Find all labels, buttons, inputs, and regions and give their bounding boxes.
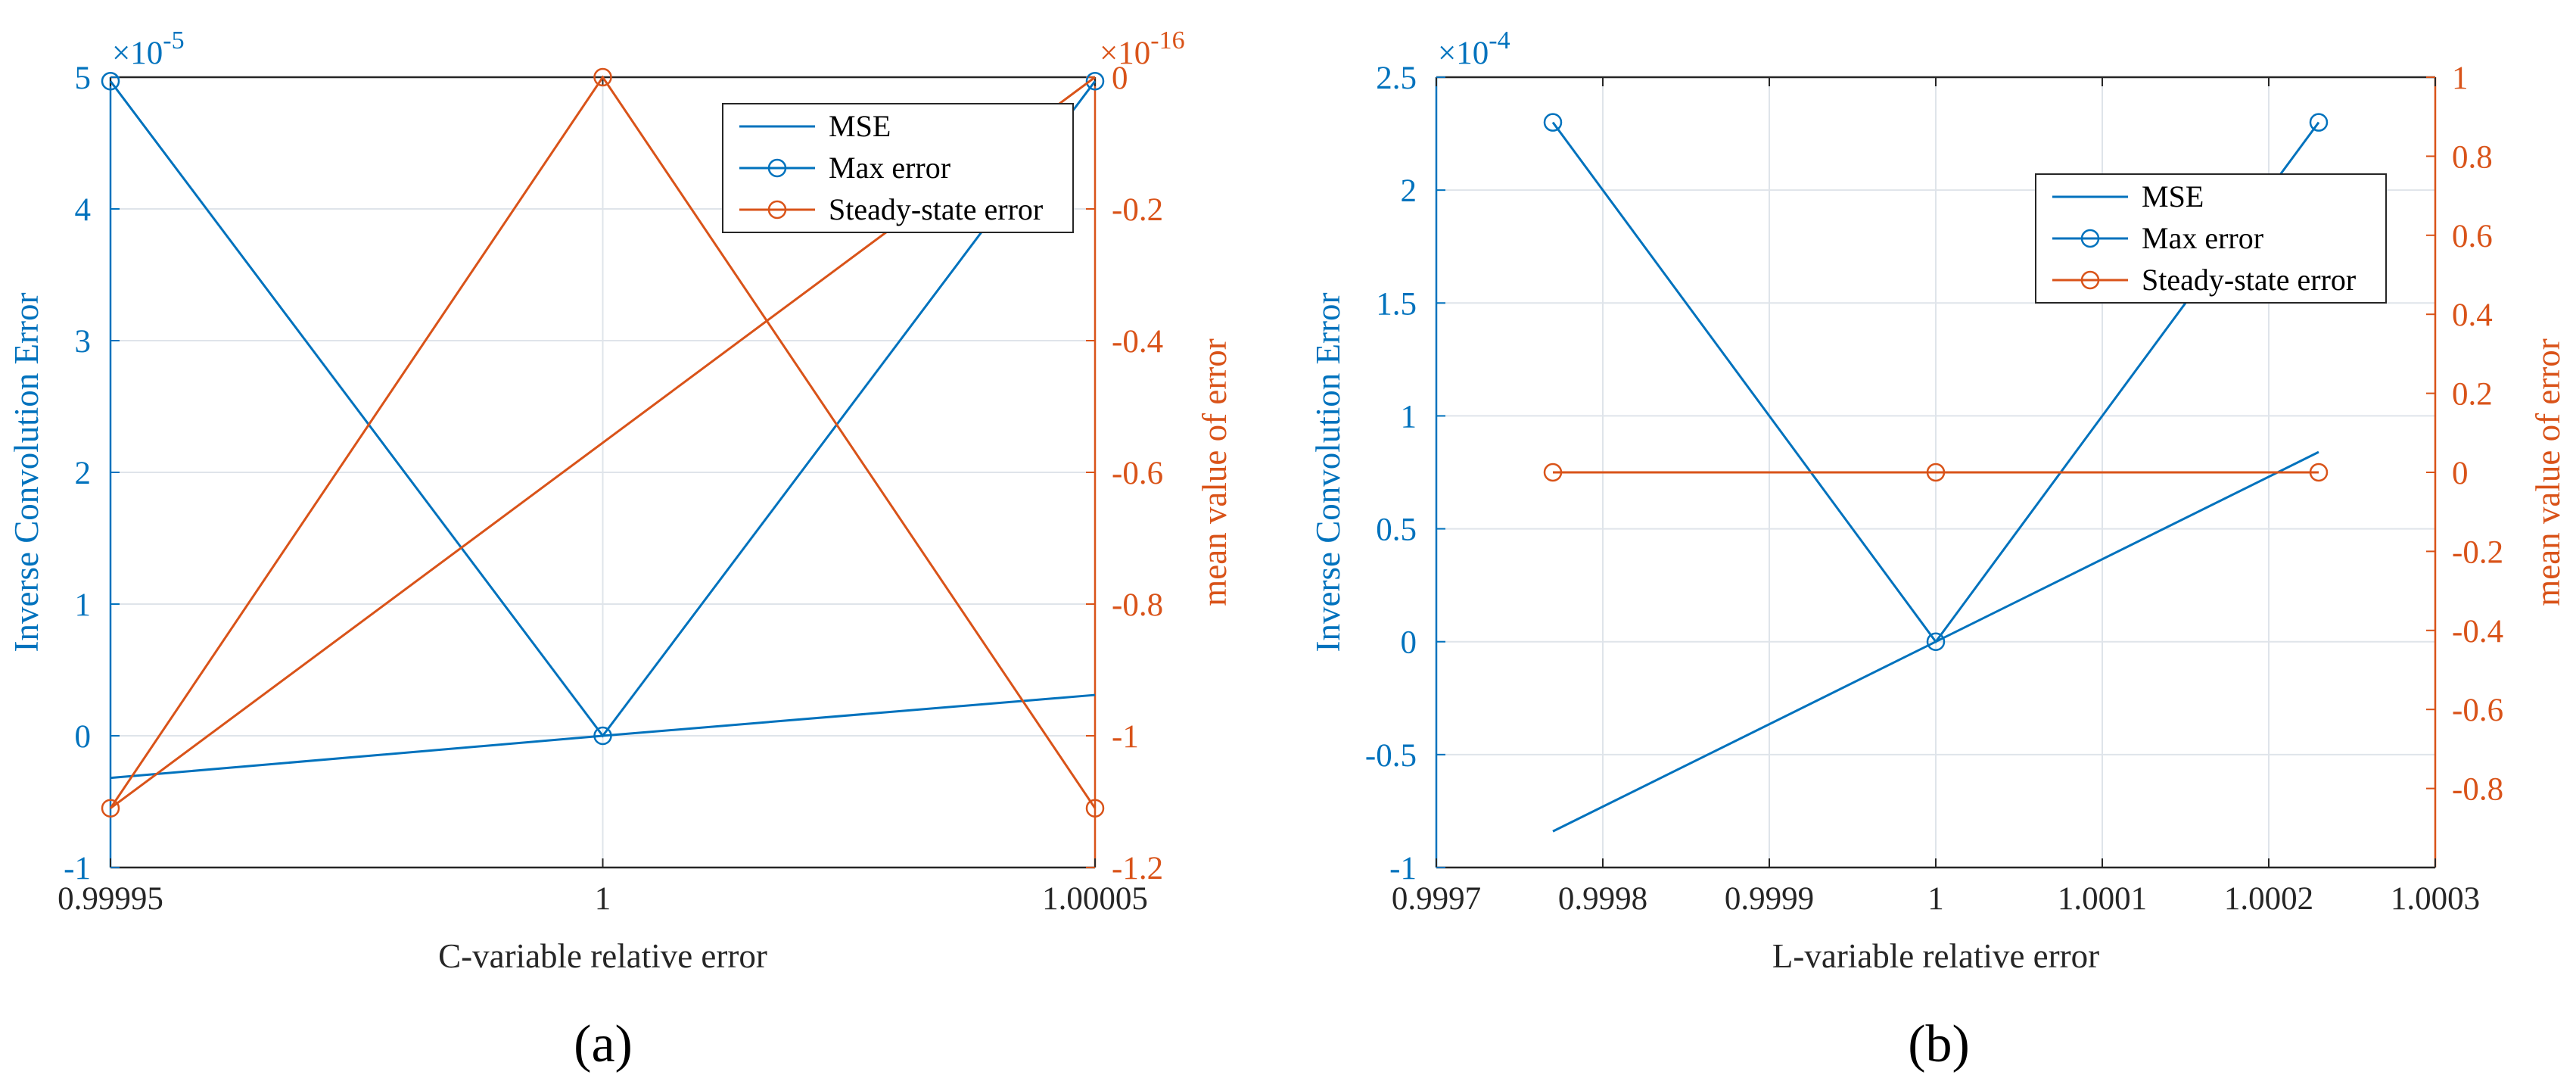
right-y-axis-label: mean value of error [1196, 338, 1234, 606]
chart-panel-a: 0.99995 1 1.00005 -1 0 1 2 3 4 5 -1.2 -1 -0.8 -0.6 -0.… [8, 26, 1234, 1073]
legend-marker [2080, 270, 2100, 290]
legend-marker [2080, 229, 2100, 248]
x-tick-label: 1 [595, 881, 611, 917]
data-point-max-error [1926, 632, 1946, 651]
left-y-tick-label: 2 [1401, 173, 1417, 209]
right-y-tick-label: -0.6 [1112, 456, 1163, 491]
right-y-tick-label: -1 [1112, 719, 1139, 755]
legend-entry: Steady-state error [2142, 263, 2356, 297]
x-tick-label: 1.0003 [2391, 881, 2480, 917]
left-y-axis-label: Inverse Convolution Error [8, 293, 45, 653]
left-y-tick-label: -1 [64, 851, 91, 886]
right-y-tick-label: 0 [1112, 61, 1128, 96]
left-y-tick-label: 0.5 [1376, 512, 1417, 548]
x-tick-label: 1.0002 [2224, 881, 2313, 917]
left-y-tick-label: 2.5 [1376, 61, 1417, 96]
x-tick-label: 1.0001 [2058, 881, 2147, 917]
left-axis-exponent-base: ×10 [1438, 36, 1489, 71]
right-y-tick-label: 0.2 [2452, 377, 2493, 413]
x-axis-label: L-variable relative error [1772, 937, 2099, 975]
left-y-tick-label: 2 [75, 456, 92, 491]
right-y-tick-label: 0.6 [2452, 219, 2493, 254]
x-axis-label: C-variable relative error [438, 937, 767, 975]
legend-entry: MSE [2142, 179, 2204, 213]
data-point-steady-state-error [593, 67, 612, 87]
data-point-steady-state-error [1926, 463, 1946, 482]
legend-marker [767, 200, 787, 220]
right-y-tick-label: -0.8 [2452, 772, 2503, 808]
right-y-tick-label: -0.2 [2452, 534, 2503, 570]
right-y-tick-label: -0.2 [1112, 192, 1163, 228]
left-y-tick-label: 5 [75, 61, 92, 96]
left-axis-exponent: ×10-4 [1438, 26, 1510, 71]
x-tick-label: 0.9997 [1392, 881, 1481, 917]
data-point-steady-state-error [1085, 799, 1105, 818]
left-y-tick-label: 1.5 [1376, 286, 1417, 322]
left-axis-exponent: ×10-5 [112, 26, 185, 71]
x-tick-label: 1 [1927, 881, 1944, 917]
left-y-tick-label: 4 [75, 192, 92, 228]
data-point-max-error [1085, 71, 1105, 91]
left-y-tick-label: -0.5 [1365, 738, 1417, 774]
left-y-tick-label: -1 [1389, 851, 1417, 886]
x-tick-label: 0.9998 [1558, 881, 1647, 917]
left-y-tick-label: 0 [1401, 625, 1417, 661]
right-y-axis-label: mean value of error [2529, 338, 2567, 606]
right-axis-exponent-base: ×10 [1100, 36, 1150, 71]
left-y-tick-label: 1 [1401, 399, 1417, 435]
left-y-tick-label: 0 [75, 719, 92, 755]
right-y-tick-label: 0.4 [2452, 297, 2493, 333]
legend-entry: Max error [2142, 221, 2263, 255]
x-tick-label: 1.00005 [1042, 881, 1148, 917]
legend-entry: Steady-state error [829, 192, 1043, 226]
right-y-tick-label: 1 [2452, 61, 2469, 96]
panel-label: (b) [1908, 1015, 1970, 1073]
right-y-tick-label: -1.2 [1112, 851, 1163, 886]
data-point-steady-state-error [101, 799, 120, 818]
left-axis-exponent-power: -5 [163, 26, 184, 55]
right-y-tick-label: -0.4 [2452, 614, 2503, 649]
right-y-tick-label: 0.8 [2452, 139, 2493, 175]
right-y-tick-label: -0.4 [1112, 324, 1163, 360]
data-point-max-error [593, 726, 612, 746]
legend-marker [767, 158, 787, 178]
right-y-tick-label: 0 [2452, 456, 2469, 491]
data-point-max-error [1543, 113, 1563, 132]
right-y-tick-label: -0.8 [1112, 587, 1163, 623]
data-point-steady-state-error [1543, 463, 1563, 482]
chart-panel-b: 0.9997 0.9998 0.9999 1 1.0001 1.0002 1.0003 -1 -… [1309, 26, 2567, 1073]
left-y-tick-label: 3 [75, 324, 92, 360]
data-point-max-error [101, 71, 120, 91]
left-axis-exponent-power: -4 [1489, 26, 1510, 55]
x-tick-label: 0.9999 [1725, 881, 1814, 917]
legend: MSE Max error Steady-state error [2035, 173, 2387, 304]
right-y-tick-label: -0.6 [2452, 693, 2503, 728]
data-point-max-error [2309, 113, 2329, 132]
right-axis-exponent: ×10-16 [1100, 26, 1185, 71]
left-y-axis-label: Inverse Convolution Error [1309, 293, 1347, 653]
legend: MSE Max error Steady-state error [722, 103, 1074, 233]
series-line-max-error [109, 80, 1097, 738]
legend-entry: MSE [829, 109, 891, 143]
series-line-steady-state-error [109, 75, 1097, 809]
left-y-tick-label: 1 [75, 587, 92, 623]
right-axis-exponent-power: -16 [1150, 26, 1184, 55]
x-tick-label: 0.99995 [58, 881, 163, 917]
legend-entry: Max error [829, 151, 950, 185]
data-point-steady-state-error [2309, 463, 2329, 482]
legend-box [722, 103, 1074, 233]
panel-label: (a) [574, 1015, 633, 1073]
left-axis-exponent-base: ×10 [112, 36, 163, 71]
